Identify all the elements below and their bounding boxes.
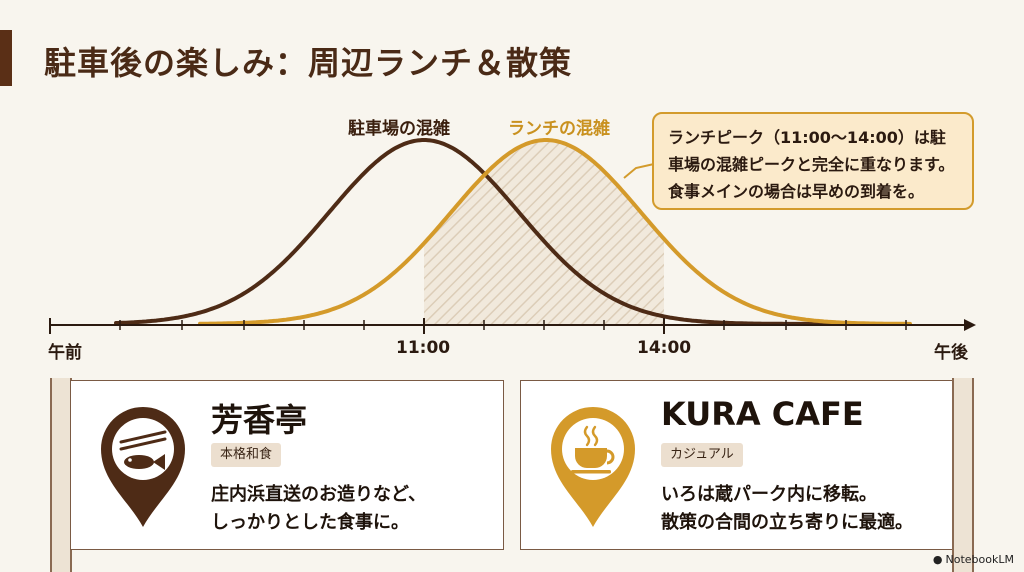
lunch-peak-hatched-area: [424, 140, 664, 324]
parking-crowd-curve: [114, 138, 842, 326]
restaurant-description: いろは蔵パーク内に移転。 散策の合間の立ち寄りに最適。: [661, 481, 913, 537]
restaurant-name: 芳香亭: [211, 401, 308, 439]
series-label-parking: 駐車場の混雑: [348, 119, 450, 139]
fish-chopsticks-pin-icon: [101, 407, 185, 527]
x-tick-label-afternoon: 午後: [934, 343, 968, 363]
description-line: 散策の合間の立ち寄りに最適。: [661, 512, 913, 533]
x-tick-label-1100: 11:00: [396, 338, 451, 358]
restaurant-description: 庄内浜直送のお造りなど、 しっかりとした食事に。: [211, 481, 426, 537]
x-tick-label-1400: 14:00: [637, 338, 692, 358]
restaurant-card-kura-cafe[interactable]: KURA CAFE カジュアル いろは蔵パーク内に移転。 散策の合間の立ち寄りに…: [520, 380, 954, 550]
notebooklm-watermark: ● NotebookLM: [933, 553, 1014, 566]
callout-line: ランチピーク（11:00〜14:00）は駐: [668, 128, 946, 147]
card-frame-right: [952, 378, 974, 572]
callout-line: 食事メインの場合は早めの到着を。: [668, 182, 925, 201]
page-title: 駐車後の楽しみ：周辺ランチ＆散策: [44, 44, 573, 82]
category-tag: カジュアル: [661, 443, 743, 467]
category-tag: 本格和食: [211, 443, 282, 467]
callout-box: ランチピーク（11:00〜14:00）は駐 車場の混雑ピークと完全に重なります。…: [652, 112, 974, 210]
description-line: いろは蔵パーク内に移転。: [661, 484, 877, 505]
card-frame-left: [50, 378, 72, 572]
crowd-curve-chart: [49, 138, 976, 334]
lunch-crowd-curve: [198, 138, 912, 326]
callout-pointer: [623, 163, 655, 179]
title-accent-bar: [0, 30, 12, 86]
description-line: しっかりとした食事に。: [211, 512, 409, 533]
time-axis-arrow: [964, 319, 976, 331]
restaurant-name: KURA CAFE: [661, 395, 864, 433]
watermark-logo-icon: ●: [932, 553, 943, 566]
watermark-text: NotebookLM: [945, 553, 1014, 566]
x-tick-label-morning: 午前: [48, 343, 82, 363]
series-label-lunch: ランチの混雑: [508, 119, 610, 139]
callout-line: 車場の混雑ピークと完全に重なります。: [668, 155, 955, 174]
description-line: 庄内浜直送のお造りなど、: [211, 484, 427, 505]
restaurant-card-houkoutei[interactable]: 芳香亭 本格和食 庄内浜直送のお造りなど、 しっかりとした食事に。: [70, 380, 504, 550]
coffee-cup-pin-icon: [551, 407, 635, 527]
